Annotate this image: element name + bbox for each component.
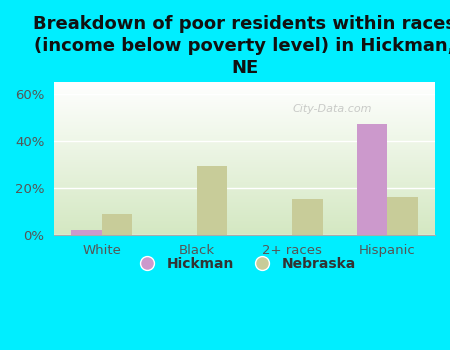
Legend: Hickman, Nebraska: Hickman, Nebraska	[128, 252, 361, 277]
Text: City-Data.com: City-Data.com	[292, 104, 372, 114]
Bar	[357, 124, 387, 235]
Title: Breakdown of poor residents within races
(income below poverty level) in Hickman: Breakdown of poor residents within races…	[33, 15, 450, 77]
Bar	[102, 214, 132, 235]
Bar	[72, 230, 102, 235]
Bar	[292, 199, 323, 235]
Bar	[387, 197, 418, 235]
Bar	[197, 167, 228, 235]
